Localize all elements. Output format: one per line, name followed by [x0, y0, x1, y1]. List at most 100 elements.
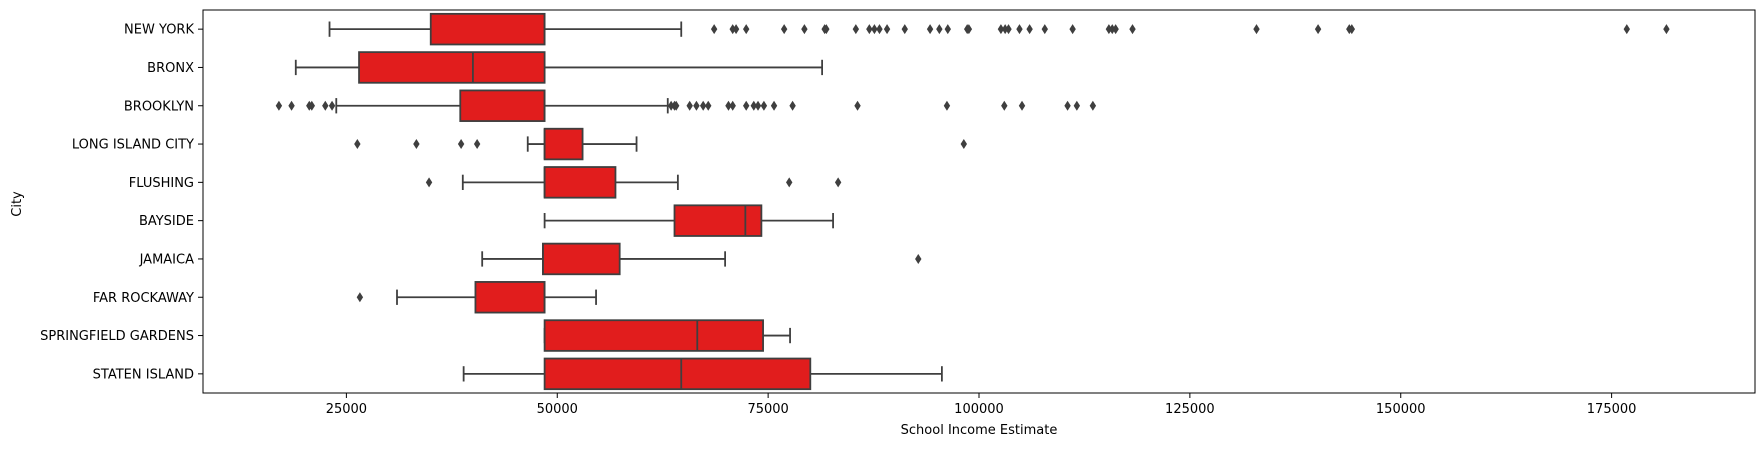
outlier-point: [1314, 24, 1322, 35]
outlier-point: [1112, 24, 1119, 35]
outlier-point: [834, 177, 842, 188]
outlier-point: [780, 24, 788, 35]
outlier-point: [1001, 24, 1009, 35]
x-tick-label: 175000: [1587, 402, 1637, 417]
outlier-point: [473, 139, 481, 150]
outlier-point: [672, 100, 680, 111]
outlier-point: [1016, 24, 1023, 35]
outlier-point: [425, 177, 433, 188]
iqr-box: [358, 51, 546, 84]
outlier-point: [760, 100, 768, 111]
outlier-point: [699, 100, 707, 111]
outlier-point: [705, 100, 712, 111]
outlier-point: [1089, 100, 1097, 111]
outlier-point: [823, 24, 830, 35]
outlier-point: [729, 100, 736, 111]
outlier-point: [926, 24, 934, 35]
outlier-point: [997, 24, 1005, 35]
outlier-point: [960, 139, 968, 150]
box-group-7: [356, 281, 597, 314]
x-tick-label: 100000: [954, 402, 1004, 417]
box-group-4: [425, 166, 842, 199]
box-group-2: [275, 89, 1097, 122]
outlier-point: [801, 24, 808, 35]
outlier-point: [883, 24, 891, 35]
outlier-point: [750, 100, 757, 111]
y-tick-label: FLUSHING: [129, 176, 194, 191]
outlier-point: [288, 100, 295, 111]
outlier-point: [710, 24, 718, 35]
x-tick-label: 125000: [1165, 402, 1215, 417]
iqr-box: [543, 127, 584, 161]
outlier-point: [936, 24, 943, 35]
y-tick-label: JAMAICA: [139, 252, 195, 267]
box-group-5: [543, 204, 834, 237]
plot-area: [275, 12, 1670, 391]
outlier-point: [1026, 24, 1033, 35]
box-group-0: [328, 12, 1670, 46]
x-tick-label: 75000: [747, 402, 788, 417]
x-tick-label: 150000: [1376, 402, 1426, 417]
outlier-point: [1001, 100, 1008, 111]
outlier-point: [1041, 24, 1048, 35]
outlier-point: [743, 24, 750, 35]
outlier-point: [1073, 100, 1081, 111]
outlier-point: [667, 100, 675, 111]
iqr-box: [542, 242, 621, 276]
outlier-point: [754, 100, 762, 111]
box-group-9: [462, 357, 943, 391]
outlier-point: [725, 100, 732, 111]
outlier-point: [732, 24, 740, 35]
outlier-point: [854, 100, 861, 111]
y-tick-label: NEW YORK: [124, 23, 194, 38]
outlier-point: [943, 100, 951, 111]
outlier-point: [1253, 24, 1260, 35]
outlier-point: [457, 139, 465, 150]
outlier-point: [356, 292, 364, 303]
y-tick-label: STATEN ISLAND: [93, 367, 194, 382]
x-tick-label: 25000: [326, 402, 367, 417]
axes: 25000 50000 75000 100000 125000 150000 175000 N…: [40, 9, 1756, 417]
outlier-point: [1064, 100, 1071, 111]
outlier-point: [915, 253, 922, 264]
outlier-point: [275, 100, 283, 111]
y-tick-label: BROOKLYN: [124, 99, 194, 114]
outlier-point: [308, 100, 316, 111]
outlier-point: [1109, 24, 1116, 35]
x-axis-label: School Income Estimate: [901, 423, 1058, 438]
y-tick-label: BAYSIDE: [139, 214, 194, 229]
outlier-point: [1623, 24, 1630, 35]
outlier-point: [770, 100, 778, 111]
outlier-point: [413, 139, 420, 150]
outlier-point: [743, 100, 750, 111]
box-group-6: [481, 242, 922, 276]
outlier-point: [686, 100, 693, 111]
outlier-point: [354, 139, 361, 150]
outlier-point: [1005, 24, 1012, 35]
iqr-box: [429, 12, 546, 46]
outlier-point: [328, 100, 336, 111]
outlier-point: [965, 24, 973, 35]
box-group-1: [294, 51, 824, 84]
outlier-point: [852, 24, 860, 35]
iqr-box: [474, 281, 546, 314]
outlier-point: [786, 177, 793, 188]
outlier-point: [322, 100, 329, 111]
y-tick-label: BRONX: [147, 61, 194, 76]
outlier-point: [729, 24, 736, 35]
box-group-3: [354, 127, 968, 161]
y-axis-label: City: [10, 191, 25, 217]
iqr-box: [459, 89, 546, 122]
y-tick-label: SPRINGFIELD GARDENS: [40, 329, 194, 344]
box-group-8: [543, 319, 791, 352]
y-tick-label: LONG ISLAND CITY: [72, 138, 194, 153]
y-tick-label: FAR ROCKAWAY: [93, 291, 194, 306]
outlier-point: [693, 100, 700, 111]
outlier-point: [944, 24, 951, 35]
outlier-point: [1018, 100, 1026, 111]
outlier-point: [1348, 24, 1356, 35]
outlier-point: [1069, 24, 1076, 35]
outlier-point: [789, 100, 796, 111]
